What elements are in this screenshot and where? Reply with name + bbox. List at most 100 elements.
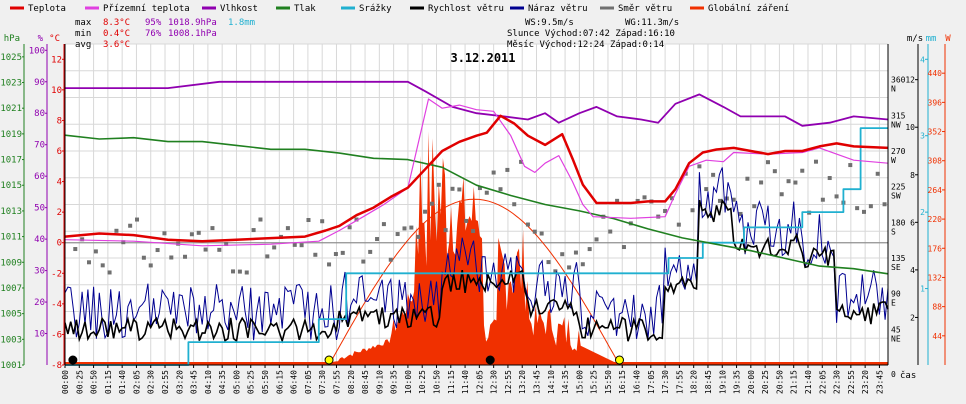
humidity-tick-label: 80 bbox=[34, 109, 45, 119]
wind-direction-point bbox=[875, 171, 880, 176]
wind-direction-point bbox=[313, 252, 318, 257]
rain-tick-label: 1 bbox=[920, 285, 925, 294]
moonrise-marker bbox=[485, 355, 495, 365]
wind-direction-tick-label: 135 bbox=[891, 254, 906, 263]
legend-label: Tlak bbox=[294, 4, 316, 14]
x-tick-label: 01:40 bbox=[118, 370, 127, 394]
x-tick-label: 02:30 bbox=[147, 370, 156, 394]
stats-panel: max 8.3°C 95% 1018.9hPa 1.8mm min 0.4°C 76% 1008… bbox=[75, 18, 679, 50]
wind-direction-point bbox=[299, 243, 304, 248]
x-tick-label: 05:50 bbox=[261, 370, 270, 394]
x-tick-label: 02:05 bbox=[132, 370, 141, 394]
wind-direction-point bbox=[347, 225, 352, 230]
wind-direction-point bbox=[375, 237, 380, 242]
x-tick-label: 20:00 bbox=[747, 370, 756, 394]
wind-direction-tick-label: N bbox=[891, 85, 896, 94]
x-tick-label: 14:35 bbox=[561, 370, 570, 394]
wind-direction-point bbox=[608, 229, 613, 234]
pressure-tick-label: 1005 bbox=[0, 310, 22, 320]
wind-direction-point bbox=[183, 254, 188, 259]
wind-direction-point bbox=[251, 228, 256, 233]
legend-label: Vlhkost bbox=[220, 4, 258, 14]
x-tick-label: 07:05 bbox=[304, 370, 313, 394]
wind-direction-point bbox=[731, 197, 736, 202]
wind-direction-point bbox=[882, 202, 887, 207]
x-tick-label: 18:20 bbox=[690, 370, 699, 394]
series-layer bbox=[64, 80, 889, 366]
wind-direction-point bbox=[752, 204, 757, 209]
temperature-tick-label: -4 bbox=[51, 300, 62, 310]
wind-direction-point bbox=[231, 269, 236, 274]
pressure-tick-label: 1009 bbox=[0, 258, 22, 268]
wind-direction-tick-label: 90 bbox=[891, 290, 901, 299]
humidity-tick-label: 40 bbox=[34, 235, 45, 245]
x-tick-label: 22:30 bbox=[833, 370, 842, 394]
wind-direction-point bbox=[587, 247, 592, 252]
wind-direction-tick-label: 225 bbox=[891, 183, 906, 192]
x-tick-label: 07:55 bbox=[332, 370, 341, 394]
wind-direction-point bbox=[395, 232, 400, 237]
x-tick-label: 21:40 bbox=[804, 370, 813, 394]
humidity-tick-label: 50 bbox=[34, 204, 45, 214]
radiation-tick-label: 88 bbox=[932, 303, 942, 312]
humidity-tick-label: 60 bbox=[34, 172, 45, 182]
radiation-baseline bbox=[65, 362, 888, 365]
wind-direction-point bbox=[635, 198, 640, 203]
wind-direction-point bbox=[690, 208, 695, 213]
x-tick-label: 00:00 bbox=[61, 370, 70, 394]
wind-direction-point bbox=[210, 226, 215, 231]
radiation-tick-label: 176 bbox=[928, 244, 943, 253]
pressure-tick-label: 1013 bbox=[0, 207, 22, 217]
wind-direction-point bbox=[217, 247, 222, 252]
x-tick-label: 17:55 bbox=[675, 370, 684, 394]
stats-temperature: 3.6°C bbox=[103, 40, 130, 50]
wind-direction-point bbox=[148, 263, 153, 268]
wind-direction-point bbox=[848, 163, 853, 168]
wind-direction-point bbox=[505, 167, 510, 172]
wind-direction-point bbox=[155, 248, 160, 253]
wind-direction-tick-label: SE bbox=[891, 263, 901, 272]
wind-direction-point bbox=[416, 234, 421, 239]
x-tick-label: 05:25 bbox=[247, 370, 256, 394]
radiation-tick-label: 440 bbox=[928, 69, 943, 78]
radiation-tick-label: 308 bbox=[928, 157, 943, 166]
x-tick-label: 18:45 bbox=[704, 370, 713, 394]
humidity-tick-label: 10 bbox=[34, 330, 45, 340]
ground-temperature-line bbox=[64, 98, 889, 247]
pressure-tick-label: 1025 bbox=[0, 53, 22, 63]
wind-direction-point bbox=[320, 219, 325, 224]
wind-direction-point bbox=[800, 168, 805, 173]
wind-direction-point bbox=[759, 180, 764, 185]
legend-label: Směr větru bbox=[618, 4, 672, 14]
x-tick-label: 03:45 bbox=[190, 370, 199, 394]
wind-direction-point bbox=[409, 225, 414, 230]
wind-direction-point bbox=[80, 237, 85, 242]
wind-direction-point bbox=[381, 222, 386, 227]
wind-direction-point bbox=[512, 202, 517, 207]
wind-direction-point bbox=[580, 262, 585, 267]
wind-direction-point bbox=[615, 198, 620, 203]
wind-direction-tick-label: NW bbox=[891, 120, 901, 129]
x-tick-label: 00:25 bbox=[75, 370, 84, 394]
wind-direction-point bbox=[388, 257, 393, 262]
x-tick-label: 23:20 bbox=[861, 370, 870, 394]
x-tick-label: 14:10 bbox=[547, 370, 556, 394]
pressure-tick-label: 1003 bbox=[0, 335, 22, 345]
wind-direction-tick-label: 270 bbox=[891, 147, 906, 156]
wind-speed-tick-label: 12 bbox=[905, 76, 915, 85]
pressure-axis-unit: hPa bbox=[4, 34, 20, 44]
wind-direction-point bbox=[107, 270, 112, 275]
rain-tick-label: 4 bbox=[920, 55, 925, 64]
wind-direction-point bbox=[162, 231, 167, 236]
wind-direction-point bbox=[813, 159, 818, 164]
wind-direction-point bbox=[285, 226, 290, 231]
x-tick-label: 15:00 bbox=[575, 370, 584, 394]
wind-direction-tick-label: 180 bbox=[891, 218, 906, 227]
wind-direction-point bbox=[128, 223, 133, 228]
temperature-tick-label: -2 bbox=[51, 269, 62, 279]
pressure-tick-label: 1019 bbox=[0, 130, 22, 140]
legend-label: Srážky bbox=[359, 4, 392, 14]
wind-direction-tick-label: 45 bbox=[891, 325, 901, 334]
wind-direction-point bbox=[834, 194, 839, 199]
wind-direction-point bbox=[498, 187, 503, 192]
